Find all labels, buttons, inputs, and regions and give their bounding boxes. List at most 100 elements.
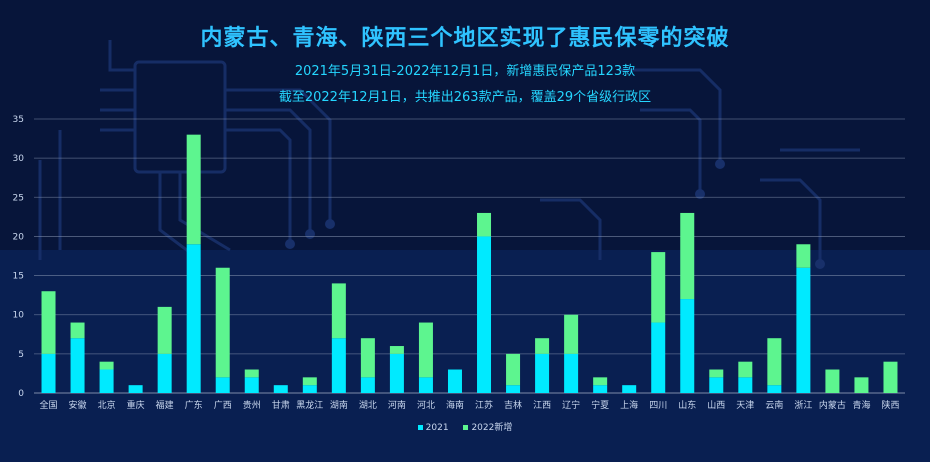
bar-2022-吉林[interactable] [506,353,521,386]
x-tick-label: 全国 [40,399,58,411]
bar-2021-上海[interactable] [622,385,637,393]
x-tick-label: 江西 [533,400,551,411]
bar-2022-江苏[interactable] [477,212,492,237]
bar-2022-黑龙江[interactable] [302,377,317,386]
x-tick-label: 青海 [852,399,870,411]
bar-2021-江苏[interactable] [477,236,492,393]
bar-2021-重庆[interactable] [128,385,143,393]
bar-2021-湖北[interactable] [360,377,375,393]
bar-2022-山西[interactable] [709,369,724,378]
bar-2022-四川[interactable] [651,252,666,323]
bar-2021-广东[interactable] [186,244,201,393]
x-tick-label: 山东 [678,399,696,411]
bar-2022-河南[interactable] [389,346,404,354]
bar-2022-安徽[interactable] [70,322,85,339]
x-tick-label: 广西 [214,399,232,411]
bar-2022-河北[interactable] [418,322,433,378]
y-tick-label: 10 [13,311,25,321]
bar-2022-浙江[interactable] [796,244,811,268]
bar-2021-河北[interactable] [418,377,433,393]
x-tick-label: 黑龙江 [296,399,323,411]
x-tick-label: 吉林 [504,399,522,411]
legend: 2021 2022新增 [0,420,930,433]
bar-2022-全国[interactable] [41,291,56,354]
grid-layer: 0 5 10 15 20 25 30 35 [13,115,905,399]
bar-2022-陕西[interactable] [883,361,898,393]
bar-2022-辽宁[interactable] [564,314,579,354]
bar-2021-广西[interactable] [215,377,230,393]
y-tick-label: 30 [13,154,25,164]
chart-subtitle-1: 2021年5月31日-2022年12月1日，新增惠民保产品123款 [294,64,636,79]
x-tick-label: 江苏 [475,399,493,411]
chart-title: 内蒙古、青海、陕西三个地区实现了惠民保零的突破 [200,26,730,51]
y-tick-label: 15 [13,272,24,282]
bar-2021-甘肃[interactable] [273,385,288,393]
x-tick-label: 天津 [736,400,754,411]
x-tick-label: 陕西 [881,399,899,411]
bar-2022-天津[interactable] [738,361,753,378]
bar-2021-浙江[interactable] [796,267,811,393]
bar-2021-天津[interactable] [738,377,753,393]
x-tick-label: 四川 [649,401,667,411]
bar-2021-黑龙江[interactable] [302,385,317,393]
bar-2021-山东[interactable] [680,299,695,393]
x-tick-label: 福建 [156,399,174,411]
x-tick-label: 甘肃 [272,399,290,411]
x-tick-label: 山西 [707,400,725,411]
bar-2021-河南[interactable] [389,353,404,393]
bar-2022-湖南[interactable] [331,283,346,339]
bar-2022-内蒙古[interactable] [825,369,840,393]
bar-2021-四川[interactable] [651,322,666,393]
x-tick-label: 安徽 [69,399,87,411]
y-tick-label: 5 [18,350,24,360]
bar-2022-福建[interactable] [157,306,172,354]
legend-label-2021: 2021 [425,423,449,433]
bar-2021-云南[interactable] [767,385,782,393]
bar-2021-吉林[interactable] [506,385,521,393]
bar-2021-福建[interactable] [157,353,172,393]
bar-2021-湖南[interactable] [331,338,346,393]
x-tick-label: 浙江 [794,399,812,411]
y-tick-label: 0 [18,389,24,399]
bar-2022-广东[interactable] [186,134,201,245]
x-tick-label: 辽宁 [562,399,580,411]
x-tick-label: 重庆 [127,399,145,411]
bar-2021-安徽[interactable] [70,338,85,393]
bar-2022-江西[interactable] [535,338,550,354]
bar-2022-宁夏[interactable] [593,377,608,386]
legend-swatch-2022 [463,425,469,430]
y-tick-label: 25 [13,193,24,203]
bar-2022-北京[interactable] [99,361,114,370]
x-axis-labels: 全国 安徽 北京 重庆 福建 广东 广西 贵州 甘肃 黑龙江 湖南 湖北 河南 河北 海南 江苏 吉林 江西 辽宁宁… [40,399,900,411]
bar-2021-辽宁[interactable] [564,353,579,393]
bar-layer [41,134,898,393]
legend-label-2022: 2022新增 [471,423,513,433]
bar-2021-海南[interactable] [447,369,462,393]
x-tick-label: 宁夏 [591,399,609,411]
y-tick-label: 35 [13,115,24,125]
y-tick-label: 20 [13,232,25,242]
x-tick-label: 湖南 [330,399,348,411]
x-tick-label: 海南 [446,399,464,411]
bar-2021-江西[interactable] [535,353,550,393]
bar-2021-宁夏[interactable] [593,385,608,393]
x-tick-label: 上海 [620,399,638,411]
bar-2021-山西[interactable] [709,377,724,393]
bar-2021-贵州[interactable] [244,377,259,393]
bar-2022-青海[interactable] [854,377,869,393]
x-tick-label: 北京 [98,399,116,411]
x-tick-label: 河南 [388,399,406,411]
x-tick-label: 湖北 [359,400,377,411]
bar-2022-云南[interactable] [767,338,782,386]
bar-2022-广西[interactable] [215,267,230,378]
bar-2021-全国[interactable] [41,353,56,393]
bar-2022-山东[interactable] [680,212,695,300]
bar-2021-北京[interactable] [99,369,114,393]
legend-item-2021[interactable]: 2021 [417,423,449,433]
legend-item-2022[interactable]: 2022新增 [463,420,512,433]
bar-2022-湖北[interactable] [360,338,375,378]
x-tick-label: 内蒙古 [819,399,846,411]
x-tick-label: 云南 [765,399,783,411]
bar-2022-贵州[interactable] [244,369,259,378]
